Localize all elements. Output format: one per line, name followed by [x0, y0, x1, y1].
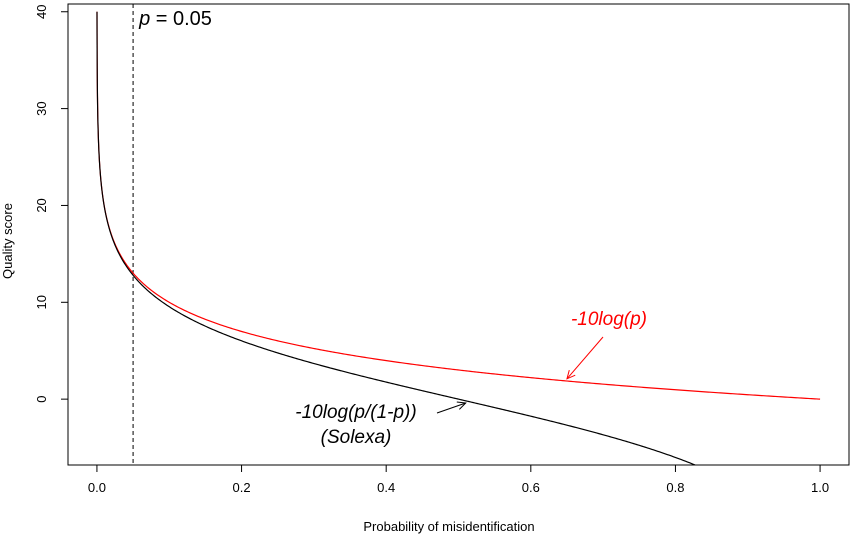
- x-axis-title: Probability of misidentification: [363, 519, 534, 534]
- x-tick-label: 1.0: [811, 480, 829, 495]
- annotation-arrow: [566, 336, 604, 380]
- plot-area: [67, 3, 850, 466]
- series-group: [96, 11, 821, 465]
- y-axis-title: Quality score: [0, 203, 15, 279]
- annotation-text: -10log(p/(1-p)): [295, 402, 416, 423]
- series-line-solexa: [96, 11, 697, 465]
- reference-var: p: [138, 8, 150, 30]
- y-tick-label: 10: [34, 295, 49, 309]
- x-tick-label: 0.8: [666, 480, 684, 495]
- x-axis: 0.0 0.2 0.4 0.6 0.8 1.0: [88, 465, 829, 495]
- x-tick-label: 0.6: [522, 480, 540, 495]
- series-line-phred: [96, 11, 821, 400]
- y-tick-label: 20: [34, 198, 49, 212]
- annotation-arrowhead: [566, 369, 576, 380]
- reference-value: = 0.05: [150, 8, 212, 30]
- reference-line-group: p = 0.05: [132, 4, 212, 465]
- x-tick-label: 0.4: [377, 480, 395, 495]
- y-tick-label: 40: [34, 5, 49, 19]
- y-axis: 0 10 20 30 40: [34, 5, 68, 403]
- y-tick-label: 0: [34, 396, 49, 403]
- annotation-arrowhead: [456, 401, 467, 410]
- annotation-group: -10log(p) -10log(p/(1-p)) (Solexa): [295, 309, 647, 448]
- annotation-arrow: [436, 402, 466, 414]
- y-tick-label: 30: [34, 101, 49, 115]
- annotation-text: -10log(p): [571, 309, 647, 330]
- plot-frame: [67, 3, 850, 466]
- x-tick-label: 0.2: [233, 480, 251, 495]
- reference-line-label: p = 0.05: [138, 8, 212, 30]
- x-tick-label: 0.0: [88, 480, 106, 495]
- annotation-text: (Solexa): [321, 427, 392, 448]
